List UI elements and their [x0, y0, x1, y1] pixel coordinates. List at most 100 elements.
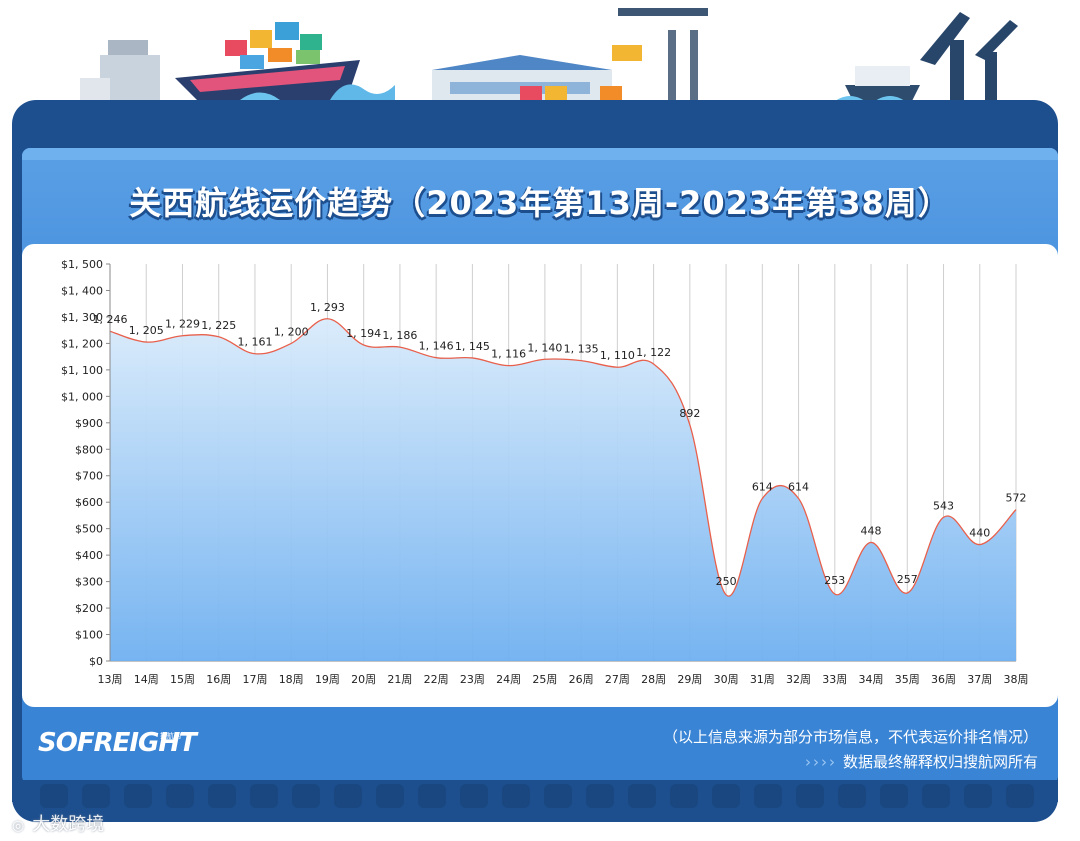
binder-tab: [880, 784, 908, 808]
binder-tab: [502, 784, 530, 808]
data-label: 1, 200: [274, 325, 309, 338]
data-label: 614: [788, 480, 809, 493]
x-tick-label: 16周: [206, 673, 231, 686]
x-tick-label: 15周: [170, 673, 195, 686]
data-label: 448: [861, 524, 882, 537]
x-tick-label: 37周: [967, 673, 992, 686]
binder-tab: [40, 784, 68, 808]
binder-tab: [796, 784, 824, 808]
binder-tab: [670, 784, 698, 808]
data-label: 1, 205: [129, 324, 164, 337]
x-tick-label: 29周: [677, 673, 702, 686]
binder-tab: [754, 784, 782, 808]
x-tick-label: 28周: [641, 673, 666, 686]
data-label: 257: [897, 573, 918, 586]
y-tick-label: $1, 100: [61, 364, 103, 377]
data-label: 1, 225: [201, 319, 236, 332]
data-label: 1, 122: [636, 346, 671, 359]
y-tick-label: $800: [75, 443, 103, 456]
y-tick-label: $700: [75, 470, 103, 483]
data-label: 614: [752, 480, 773, 493]
data-label: 1, 110: [600, 349, 635, 362]
x-tick-label: 35周: [895, 673, 920, 686]
x-tick-label: 26周: [569, 673, 594, 686]
x-tick-label: 27周: [605, 673, 630, 686]
binder-tab: [292, 784, 320, 808]
binder-tab: [82, 784, 110, 808]
x-tick-label: 23周: [460, 673, 485, 686]
header-illustration: [80, 8, 1018, 108]
data-label: 572: [1006, 492, 1027, 505]
binder-tab: [544, 784, 572, 808]
binder-tab: [250, 784, 278, 808]
x-tick-label: 32周: [786, 673, 811, 686]
y-tick-label: $1, 400: [61, 284, 103, 297]
rights-note: ›››› 数据最终解释权归搜航网所有: [805, 751, 1038, 772]
wave-icon: [240, 84, 395, 105]
x-tick-label: 18周: [279, 673, 304, 686]
data-label: 250: [716, 575, 737, 588]
binder-tab: [208, 784, 236, 808]
source-note: （以上信息来源为部分市场信息，不代表运价排名情况）: [662, 728, 1038, 746]
rights-text: 数据最终解释权归搜航网所有: [842, 753, 1038, 771]
cargo-ship-icon: [175, 22, 360, 108]
data-label: 1, 145: [455, 340, 490, 353]
x-tick-label: 25周: [532, 673, 557, 686]
area-chart: $0 $100 $200 $300 $400 $500 $600 $700 $800 $900 $1…: [61, 258, 1029, 686]
x-tick-label: 31周: [750, 673, 775, 686]
y-tick-label: $200: [75, 602, 103, 615]
y-tick-label: $600: [75, 496, 103, 509]
data-label: 1, 194: [346, 327, 381, 340]
data-label: 1, 246: [93, 313, 128, 326]
x-tick-label: 13周: [98, 673, 123, 686]
crane-icon: [612, 8, 708, 102]
data-label: 892: [679, 407, 700, 420]
y-tick-label: $0: [89, 655, 103, 668]
chart-title: 关西航线运价趋势（2023年第13周-2023年第38周）: [129, 184, 951, 222]
harbor-crane-icon: [920, 12, 1018, 102]
bottom-tabs-decoration: [12, 780, 1058, 808]
brand-logo-sub: 搜航网: [160, 732, 181, 740]
binder-tab: [376, 784, 404, 808]
watermark-text: 大数跨境: [32, 814, 105, 835]
data-label: 440: [969, 527, 990, 540]
y-tick-label: $300: [75, 576, 103, 589]
x-tick-label: 38周: [1004, 673, 1029, 686]
port-building-icon: [80, 40, 160, 100]
binder-tab: [166, 784, 194, 808]
data-label: 1, 293: [310, 301, 345, 314]
data-label: 1, 135: [564, 343, 599, 356]
data-label: 1, 229: [165, 318, 200, 331]
binder-tab: [628, 784, 656, 808]
y-tick-label: $1, 500: [61, 258, 103, 271]
data-label: 1, 161: [237, 336, 272, 349]
x-tick-label: 14周: [134, 673, 159, 686]
binder-tab: [460, 784, 488, 808]
series-line: [109, 318, 1017, 597]
data-label: 1, 146: [419, 340, 454, 353]
binder-tab: [586, 784, 614, 808]
x-tick-label: 30周: [714, 673, 739, 686]
x-tick-label: 22周: [424, 673, 449, 686]
corner-watermark: ◎ 大数跨境: [12, 810, 104, 836]
data-label: 1, 186: [382, 329, 417, 342]
x-tick-label: 20周: [351, 673, 376, 686]
binder-tab: [124, 784, 152, 808]
binder-tab: [712, 784, 740, 808]
binder-tab: [922, 784, 950, 808]
area-fill: [110, 318, 1016, 661]
data-label: 253: [824, 574, 845, 587]
data-label: 543: [933, 499, 954, 512]
data-label: 1, 116: [491, 348, 526, 361]
y-tick-label: $1, 300: [61, 311, 103, 324]
y-tick-label: $1, 200: [61, 337, 103, 350]
binder-tab: [964, 784, 992, 808]
data-label: 1, 140: [527, 341, 562, 354]
x-tick-label: 19周: [315, 673, 340, 686]
x-tick-label: 33周: [822, 673, 847, 686]
y-tick-label: $900: [75, 417, 103, 430]
x-tick-label: 36周: [931, 673, 956, 686]
brand-logo: SOFREIGHT: [38, 728, 197, 758]
binder-tab: [334, 784, 362, 808]
y-tick-label: $100: [75, 629, 103, 642]
